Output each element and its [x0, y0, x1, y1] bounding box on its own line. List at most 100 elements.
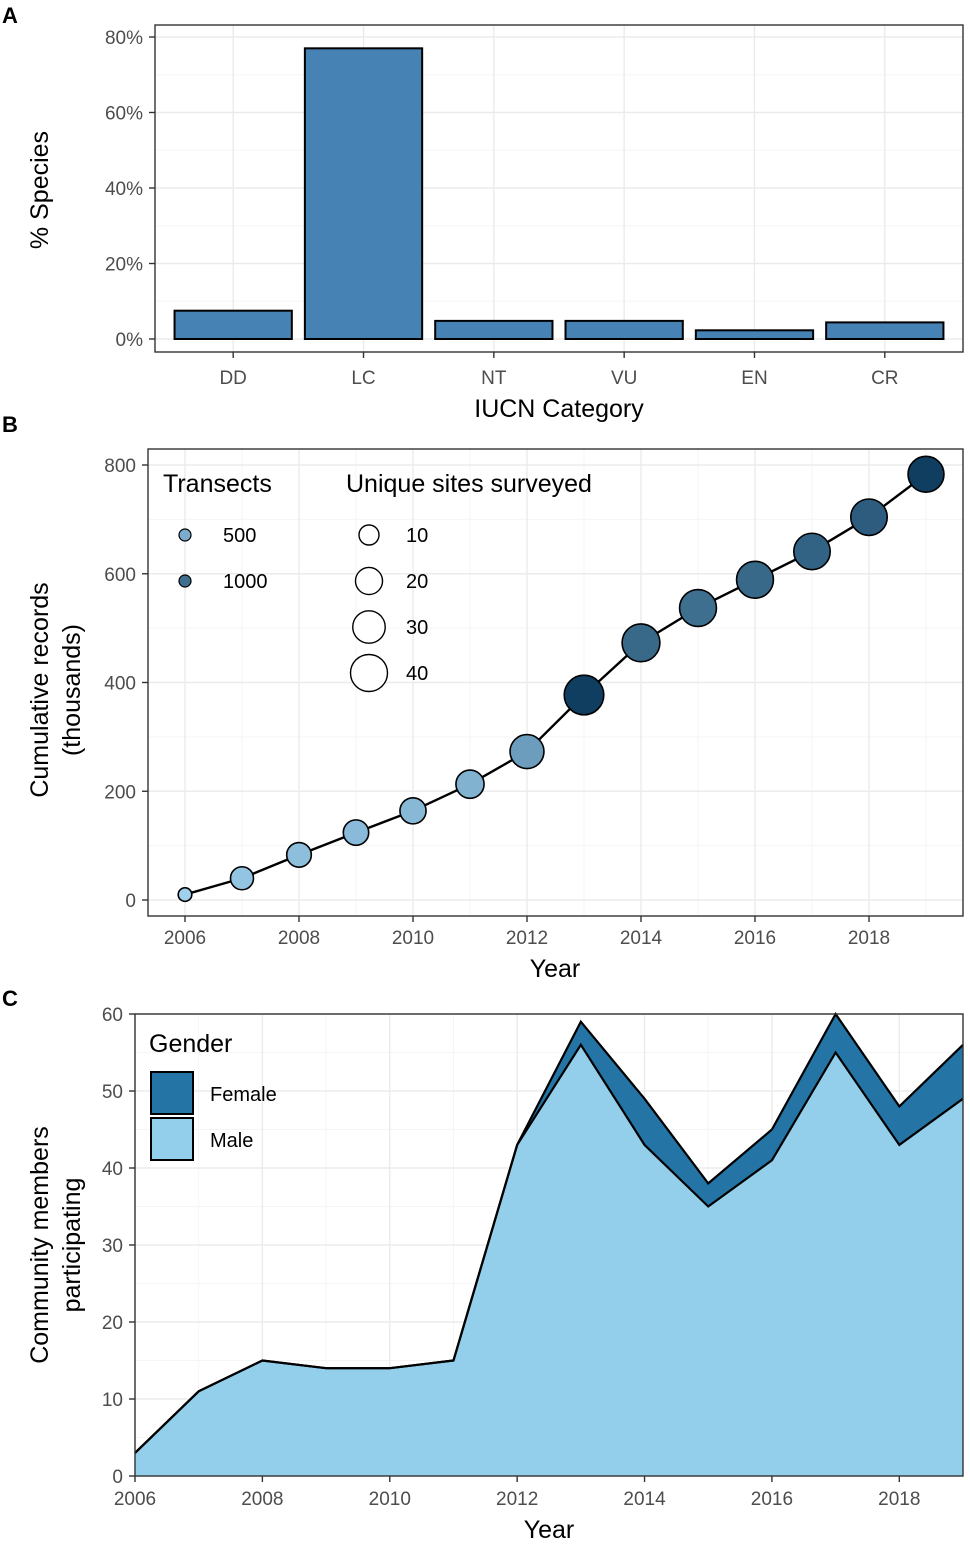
x-tick-label: 2018 — [878, 1489, 920, 1510]
legend-key-sites-30 — [352, 610, 386, 644]
x-tick-label: 2018 — [848, 928, 890, 949]
point-2008 — [285, 841, 313, 868]
bar-cr — [825, 321, 945, 341]
legend-title-transects: Transects — [163, 470, 272, 498]
x-tick-label: VU — [611, 368, 637, 389]
legend-c: Gender Female Male — [149, 1030, 277, 1161]
x-ticks-c: 2006 2008 2010 2012 2014 2016 2018 — [114, 1476, 920, 1510]
point-2016 — [735, 560, 775, 599]
y-tick-label: 40 — [102, 1159, 123, 1180]
legend-title-sites: Unique sites surveyed — [346, 470, 592, 498]
y-axis-title-b-line1: Cumulative records — [26, 582, 54, 797]
legend-label-sites: 40 — [406, 663, 428, 685]
legend-label-sites: 20 — [406, 571, 428, 593]
legend-color-keys: 500 1000 — [178, 525, 268, 593]
legend-key-female — [150, 1071, 194, 1115]
point-2007 — [229, 865, 255, 891]
x-tick-label: 2008 — [278, 928, 320, 949]
areas-c — [134, 1011, 964, 1476]
x-tick-label: 2010 — [392, 928, 434, 949]
x-axis-title-b: Year — [530, 955, 581, 983]
point-2009 — [342, 819, 370, 847]
legend-key-transects-1000 — [178, 574, 192, 588]
x-tick-label: EN — [741, 368, 767, 389]
y-tick-label: 0% — [116, 330, 144, 351]
y-tick-label: 800 — [104, 456, 136, 477]
x-tick-label: NT — [481, 368, 507, 389]
x-tick-label: CR — [871, 368, 898, 389]
point-2011 — [455, 769, 485, 800]
outline-male — [134, 1042, 964, 1454]
x-tick-label: DD — [219, 368, 246, 389]
legend-key-male — [150, 1117, 194, 1161]
y-tick-label: 400 — [104, 674, 136, 695]
legend-label-male: Male — [210, 1130, 253, 1152]
x-tick-label: 2016 — [734, 928, 776, 949]
points-b — [177, 455, 945, 903]
y-tick-label: 200 — [104, 782, 136, 803]
y-tick-label: 0 — [125, 891, 136, 912]
legend-gender-keys: Female Male — [150, 1071, 277, 1161]
legend-key-sites-10 — [358, 524, 380, 546]
x-tick-label: 2014 — [623, 1489, 666, 1510]
x-tick-label: 2012 — [506, 928, 548, 949]
legend-label-transects: 500 — [223, 525, 256, 547]
panel-letter-a: A — [2, 3, 18, 28]
y-axis-title-b-line2: (thousands) — [58, 624, 86, 756]
y-tick-label: 0 — [112, 1467, 123, 1488]
x-tick-label: 2006 — [164, 928, 206, 949]
point-2010 — [399, 796, 427, 825]
point-2006 — [177, 886, 193, 903]
y-ticks-b: 0 200 400 600 800 — [104, 456, 148, 912]
y-tick-label: 40% — [105, 179, 143, 200]
x-tick-label: 2008 — [241, 1489, 283, 1510]
x-tick-label: 2016 — [751, 1489, 793, 1510]
legend-label-transects: 1000 — [223, 571, 268, 593]
point-2019 — [907, 455, 945, 494]
panel-b: B Transects Unique sites surveyed 500100… — [2, 412, 964, 983]
x-ticks-b: 2006 2008 2010 2012 2014 2016 2018 — [164, 916, 890, 949]
y-tick-label: 600 — [104, 565, 136, 586]
x-ticks-a: DD LC NT VU EN CR — [219, 352, 899, 389]
x-tick-label: 2014 — [620, 928, 663, 949]
y-axis-title-c-line1: Community members — [26, 1126, 54, 1364]
legend-label-sites: 10 — [406, 525, 428, 547]
bar-en — [694, 329, 815, 341]
y-tick-label: 20% — [105, 255, 143, 276]
point-2012 — [509, 733, 545, 770]
y-ticks-a: 0% 20% 40% 60% 80% — [105, 28, 155, 351]
y-tick-label: 80% — [105, 28, 143, 49]
bar-lc — [303, 47, 424, 340]
x-tick-label: LC — [351, 368, 375, 389]
y-tick-label: 60 — [102, 1005, 123, 1026]
legend-key-transects-500 — [178, 528, 192, 542]
legend-key-sites-20 — [354, 566, 384, 596]
legend-b: Transects Unique sites surveyed 5001000 … — [163, 470, 592, 693]
x-tick-label: 2012 — [496, 1489, 538, 1510]
point-2013 — [563, 674, 605, 716]
y-tick-label: 10 — [102, 1390, 123, 1411]
y-tick-label: 50 — [102, 1082, 123, 1103]
x-tick-label: 2006 — [114, 1489, 156, 1510]
y-tick-label: 60% — [105, 104, 143, 125]
panel-letter-c: C — [2, 986, 18, 1011]
legend-label-female: Female — [210, 1084, 277, 1106]
bars-a — [173, 47, 945, 341]
legend-title-gender: Gender — [149, 1030, 232, 1058]
point-2014 — [621, 623, 661, 663]
bar-vu — [564, 319, 684, 341]
y-axis-title-c-line2: participating — [58, 1178, 86, 1313]
x-axis-title-c: Year — [524, 1516, 575, 1544]
x-axis-title-a: IUCN Category — [474, 395, 644, 423]
legend-key-sites-40 — [349, 653, 389, 693]
panel-letter-b: B — [2, 412, 18, 437]
point-2017 — [792, 532, 832, 571]
x-tick-label: 2010 — [369, 1489, 411, 1510]
panel-a: A 0% 20% 40% 60% 80% DD LC NT VU EN CR IUCN Categ… — [2, 3, 964, 423]
legend-label-sites: 30 — [406, 617, 428, 639]
y-ticks-c: 0 10 20 30 40 50 60 — [102, 1005, 135, 1488]
y-tick-label: 20 — [102, 1313, 123, 1334]
y-axis-title-a: % Species — [26, 131, 54, 249]
